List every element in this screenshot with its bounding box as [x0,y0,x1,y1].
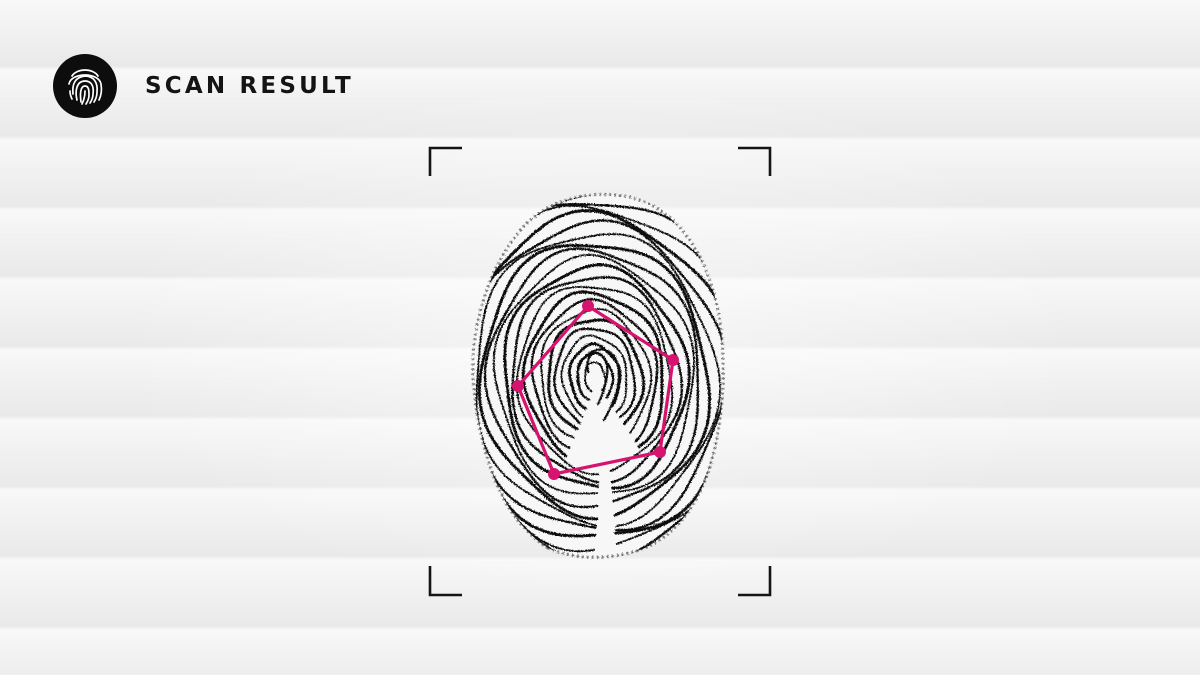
minutia-point [654,446,666,458]
fingerprint-ridge [477,244,711,521]
minutiae-pentagon-overlay [512,300,679,480]
fingerprint-ridge [521,290,664,458]
fingerprint-ridge [530,298,659,450]
frame-corner-bottom-left [428,566,462,597]
frame-corner-top-left [428,146,462,176]
fingerprint-core-ridge [586,351,609,406]
scan-frame-corners [428,146,772,597]
fingerprint-core-ridge [576,348,620,422]
minutia-point [548,468,560,480]
fingerprint-ridge [475,233,722,528]
minutia-point [582,300,594,312]
fingerprint-ridge [560,334,628,418]
fingerprint-ridge [483,247,699,509]
fingerprint-edge [471,192,725,559]
fingerprint-ridge [492,253,695,495]
fingerprint-logo-icon [53,54,117,118]
page-title: SCAN RESULT [145,73,354,99]
fingerprint-icon [472,194,724,558]
fingerprint-ridge [472,203,724,558]
minutia-point [667,354,679,366]
minutia-point [512,380,524,392]
fingerprint-ridge [511,276,683,484]
frame-corner-bottom-right [738,566,772,597]
fingerprint-ridge [503,263,691,490]
fingerprint-ridge [547,318,646,431]
frame-corner-top-right [738,146,772,176]
header: SCAN RESULT [53,54,354,118]
fingerprint-ridge [584,361,607,393]
fingerprint-ridge [515,286,674,476]
fingerprint-ridge [553,327,637,425]
